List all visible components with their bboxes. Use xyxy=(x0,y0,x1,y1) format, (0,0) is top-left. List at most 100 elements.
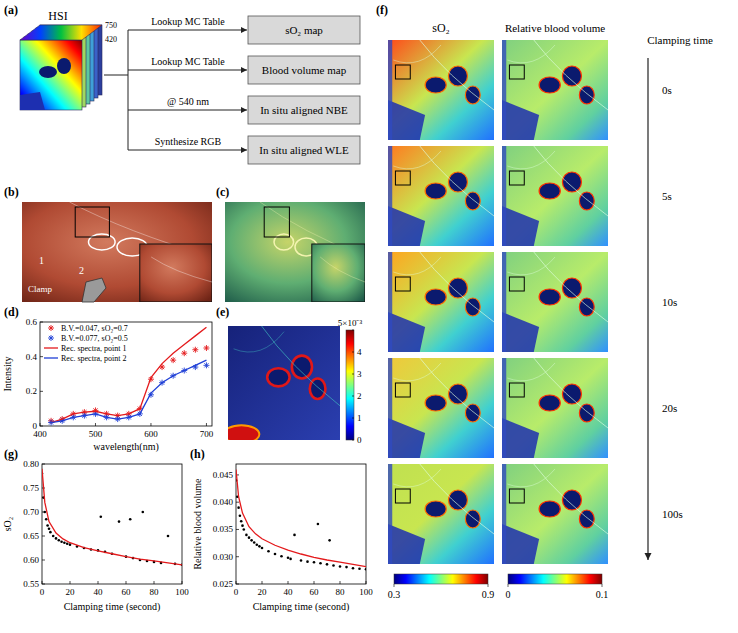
tick-label: 0 xyxy=(234,587,239,597)
label: Lookup MC Table xyxy=(151,16,225,27)
vessel xyxy=(393,45,441,63)
tissue-feature xyxy=(562,490,581,510)
data-point xyxy=(258,545,261,548)
data-point xyxy=(167,535,170,538)
label: 420 xyxy=(105,35,117,44)
tick-label: 0.70 xyxy=(23,507,39,517)
data-point xyxy=(261,547,264,550)
tick xyxy=(236,584,239,585)
plot-frame xyxy=(42,464,182,584)
image-base xyxy=(502,464,608,564)
tick xyxy=(40,426,43,427)
figure: (a)(b)(c)(d)(e)(f)(g)(h)HSI750420Lookup … xyxy=(0,0,738,633)
box-label: In situ aligned WLE xyxy=(259,144,349,156)
label: Synthesize RGB xyxy=(155,136,222,147)
roi-box xyxy=(395,277,410,291)
box-label-line: sO₂ map xyxy=(285,24,323,36)
tick-label: 0.55 xyxy=(23,579,39,589)
vessel xyxy=(393,257,441,275)
roi-box xyxy=(395,65,410,79)
data-point xyxy=(306,560,309,563)
tick-label: 80 xyxy=(336,587,346,597)
tick xyxy=(42,536,45,537)
label: @ 540 nm xyxy=(167,96,209,107)
box-label: In situ aligned NBE xyxy=(260,104,348,116)
data-point xyxy=(332,564,335,567)
connector xyxy=(104,75,128,76)
tissue-feature xyxy=(539,77,560,93)
roi-box xyxy=(509,383,524,397)
image-group xyxy=(388,464,494,564)
vessel xyxy=(320,257,365,282)
tick xyxy=(70,581,71,584)
label: HSI xyxy=(48,9,67,23)
tissue-feature xyxy=(388,252,392,352)
tissue-feature xyxy=(465,404,480,422)
tissue-feature xyxy=(562,384,581,404)
tick xyxy=(236,556,239,557)
data-point xyxy=(328,539,331,542)
data-point xyxy=(241,524,244,527)
tissue-feature xyxy=(388,464,392,564)
tissue-feature xyxy=(388,524,425,564)
tissue-feature xyxy=(579,86,594,104)
data-point xyxy=(100,516,103,519)
tissue-feature xyxy=(274,234,294,250)
time-label: 5s xyxy=(662,190,672,202)
vessel xyxy=(234,332,284,352)
cube-feature xyxy=(57,58,71,74)
data-point xyxy=(313,561,316,564)
tick xyxy=(182,581,183,584)
vessel xyxy=(420,358,494,428)
label: 2 xyxy=(79,265,84,276)
data-point xyxy=(170,357,176,363)
vessel xyxy=(534,40,608,110)
data-point xyxy=(300,559,303,562)
label: Clamp xyxy=(28,284,52,294)
series-line xyxy=(42,469,182,565)
vessel xyxy=(262,326,340,406)
data-point xyxy=(345,566,348,569)
legend-label: B.V.=0.077, sO₂=0.5 xyxy=(61,334,128,343)
tissue-feature xyxy=(579,510,594,528)
tissue-feature xyxy=(502,100,539,140)
vessel xyxy=(534,252,608,322)
tick-label: 0.4 xyxy=(26,352,38,362)
data-point xyxy=(192,347,198,353)
vessel xyxy=(420,252,494,322)
plot-frame xyxy=(236,464,366,584)
tick xyxy=(206,423,207,426)
tick xyxy=(236,502,239,503)
vessel xyxy=(507,45,555,63)
tissue-feature xyxy=(425,395,446,411)
tissue-feature xyxy=(502,40,506,140)
tick xyxy=(262,581,263,584)
tick xyxy=(508,584,509,587)
colorbar xyxy=(346,330,354,440)
data-point xyxy=(250,539,253,542)
data-point xyxy=(237,506,240,509)
image-base xyxy=(502,40,608,140)
image-group xyxy=(502,40,608,140)
tissue-feature xyxy=(539,501,560,517)
tissue-feature xyxy=(502,464,506,564)
image-group xyxy=(388,358,494,458)
roi-box xyxy=(395,383,410,397)
image-group xyxy=(502,252,608,352)
image-group xyxy=(502,146,608,246)
plot-area xyxy=(236,469,366,570)
tissue-feature xyxy=(579,298,594,316)
tissue-feature xyxy=(465,510,480,528)
tissue-feature xyxy=(448,66,467,86)
tissue-feature xyxy=(562,172,581,192)
tick-label: 40 xyxy=(284,587,294,597)
tissue-feature xyxy=(448,384,467,404)
panel-label: (h) xyxy=(190,447,205,461)
tick-label: 5×10⁻³ xyxy=(338,318,363,328)
tick-label: 0.9 xyxy=(482,589,495,600)
roi-box xyxy=(395,171,410,185)
arrow xyxy=(128,70,247,71)
output-box xyxy=(248,96,360,124)
data-point xyxy=(181,350,187,356)
vessel xyxy=(420,40,494,110)
